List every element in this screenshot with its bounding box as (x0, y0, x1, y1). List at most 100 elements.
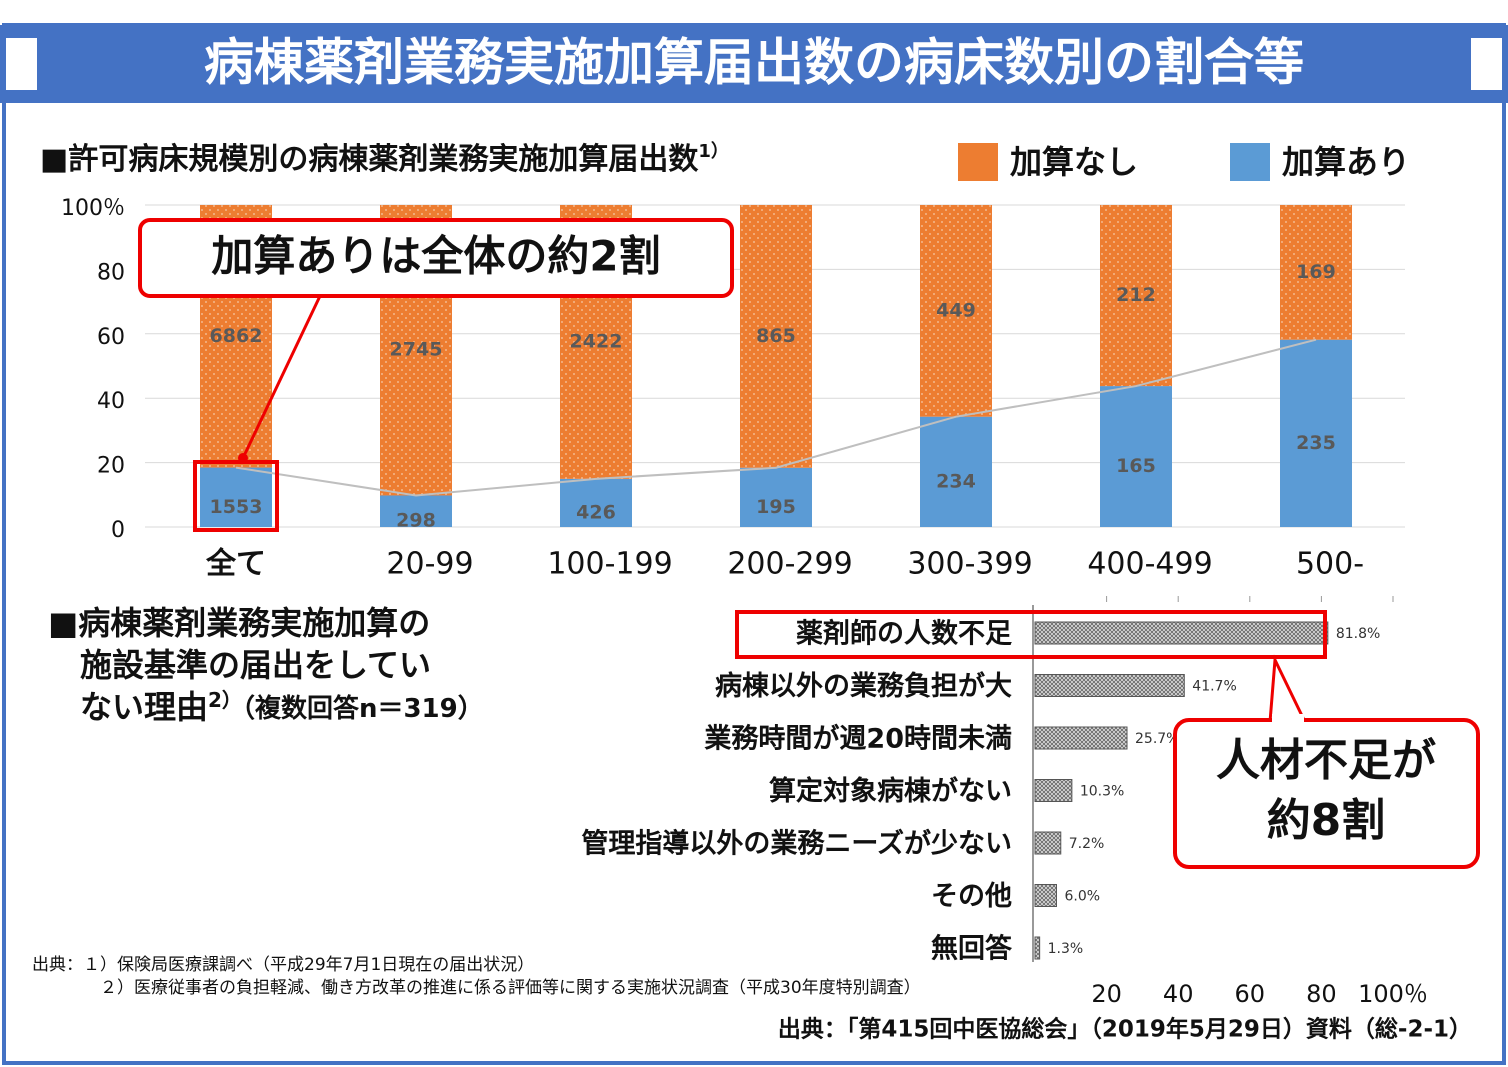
data-label: 865 (756, 325, 796, 347)
callout-text: 人材不足が (1216, 735, 1436, 786)
y-tick-label: 0 (111, 518, 125, 543)
highlight-box (193, 460, 279, 532)
callout-patch (1272, 714, 1304, 724)
bar-segment (920, 416, 992, 527)
chart-title: 施設基準の届出をしてい (80, 646, 431, 684)
bar-segment (200, 467, 272, 527)
x-tick-label: 300-399 (907, 547, 1032, 582)
chart-title-text: 施設基準の届出をしてい (80, 646, 431, 684)
bar-segment (1100, 386, 1172, 527)
data-label: 6.0% (1064, 889, 1100, 905)
y-tick-label: 算定対象病棟がない (769, 775, 1012, 807)
bar-segment (1280, 339, 1352, 527)
data-label: 212 (1116, 284, 1156, 306)
bar (1034, 674, 1185, 697)
chart-title-text: ■病棟薬剤業務実施加算の (48, 604, 430, 642)
bar-segment (740, 467, 812, 527)
source: 出典：１）保険局医療課調べ（平成29年7月1日現在の届出状況） (32, 955, 534, 975)
bar-texture (1280, 205, 1352, 340)
legend-swatch (1230, 143, 1270, 181)
legend-label: 加算なし (1010, 143, 1138, 181)
page-title: 病棟薬剤業務実施加算届出数の病床数別の割合等 (204, 34, 1304, 92)
data-label: 7.2% (1069, 836, 1105, 852)
y-tick-label: 管理指導以外の業務ニーズが少ない (581, 828, 1012, 860)
chart-title-text: ない理由 (80, 688, 208, 726)
title-note: 1） (698, 141, 729, 162)
x-tick-label: 500- (1296, 547, 1364, 582)
source: ２）医療従事者の負担軽減、働き方改革の推進に係る評価等に関する実施状況調査（平成… (100, 978, 921, 998)
chart-title: ■許可病床規模別の病棟薬剤業務実施加算届出数1） (40, 141, 729, 177)
bar (1034, 831, 1062, 855)
source: 出典：「第415回中医協総会」（2019年5月29日）資料（総-2-1） (778, 1016, 1472, 1043)
x-tick-label: 40 (1163, 980, 1194, 1008)
data-label: 1.3% (1048, 941, 1084, 957)
y-tick-label: 無回答 (931, 933, 1013, 965)
callout-box (1173, 718, 1480, 869)
y-tick-label: 40 (97, 389, 125, 414)
x-tick-label: 100％ (1358, 980, 1428, 1008)
title-note: 2） (208, 688, 242, 712)
data-label: 169 (1296, 261, 1336, 283)
bar (1034, 726, 1128, 750)
y-tick-label: 薬剤師の人数不足 (796, 618, 1012, 650)
frame (2, 23, 1506, 1065)
data-label: 1553 (210, 496, 263, 518)
data-label: 165 (1116, 455, 1156, 477)
data-label: 41.7% (1192, 679, 1236, 695)
bar (1034, 936, 1041, 960)
x-tick-label: 20-99 (386, 547, 473, 582)
bar-segment (560, 478, 632, 527)
chart-title: ない理由2）（複数回答n＝319） (80, 688, 484, 727)
header-tab (1471, 38, 1503, 90)
bar-segment (380, 495, 452, 527)
data-label: 6862 (210, 325, 263, 347)
data-label: 25.7% (1135, 731, 1179, 747)
callout-text: 加算ありは全体の約2割 (211, 232, 660, 281)
callout-text: 約8割 (1267, 795, 1386, 846)
x-tick-label: 20 (1091, 980, 1122, 1008)
highlight-box (735, 610, 1327, 659)
y-tick-label: 20 (97, 454, 125, 479)
bar (1034, 621, 1329, 645)
bar-texture (1100, 205, 1172, 387)
callout-pointer (241, 295, 322, 459)
data-label: 298 (396, 510, 436, 532)
data-label: 426 (576, 501, 616, 523)
x-tick-label: 60 (1235, 980, 1266, 1008)
legend-swatch (958, 143, 998, 181)
y-tick-label: 80 (97, 260, 125, 285)
data-label: 235 (1296, 432, 1336, 454)
legend-label: 加算あり (1282, 143, 1410, 181)
callout-pointer (1268, 654, 1308, 724)
data-label: 195 (756, 496, 796, 518)
header-band (0, 25, 1508, 103)
y-tick-label: 業務時間が週20時間未満 (704, 723, 1012, 755)
data-label: 449 (936, 299, 976, 321)
header-tab (5, 38, 37, 90)
chart-title-text: ■許可病床規模別の病棟薬剤業務実施加算届出数 (40, 142, 699, 177)
chart-title: ■病棟薬剤業務実施加算の (48, 604, 430, 642)
x-tick-label: 80 (1306, 980, 1337, 1008)
bar (1034, 884, 1057, 907)
data-label: 2422 (570, 330, 623, 352)
bar-texture (740, 205, 812, 468)
y-tick-label: 病棟以外の業務負担が大 (715, 670, 1012, 702)
bar-texture (920, 205, 992, 417)
x-tick-label: 400-499 (1087, 547, 1212, 582)
data-label: 234 (936, 470, 976, 492)
callout-box (138, 218, 734, 298)
y-tick-label: その他 (931, 881, 1012, 912)
y-tick-label: 60 (97, 325, 125, 350)
data-label: 2745 (390, 339, 443, 361)
x-tick-label: 200-299 (727, 547, 852, 582)
x-tick-label: 100-199 (547, 547, 672, 582)
bar (1034, 779, 1073, 802)
y-tick-label: 100％ (61, 196, 125, 221)
share-line (235, 338, 1317, 497)
subtitle: （複数回答n＝319） (242, 693, 484, 724)
callout-dot (238, 453, 248, 463)
x-tick-label: 全て (205, 547, 266, 582)
data-label: 10.3% (1080, 784, 1124, 800)
data-label: 81.8% (1336, 626, 1380, 642)
